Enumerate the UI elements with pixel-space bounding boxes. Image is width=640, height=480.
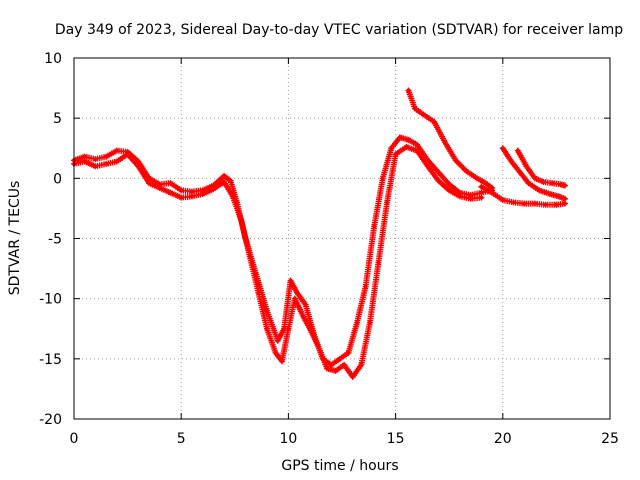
series-trace-e	[499, 145, 568, 202]
series-trace-f	[514, 147, 568, 189]
x-tick-label: 5	[177, 431, 186, 447]
x-tick-label: 0	[70, 431, 79, 447]
x-tick-label: 25	[601, 431, 619, 447]
series-trace-b	[71, 144, 485, 380]
y-tick-label: -10	[39, 292, 62, 308]
data-point-marker	[561, 182, 568, 189]
series-trace-c	[405, 87, 496, 191]
series-trace-d	[478, 183, 568, 208]
data-layer	[71, 87, 568, 380]
chart-title: Day 349 of 2023, Sidereal Day-to-day VTE…	[55, 22, 623, 38]
y-tick-label: -20	[39, 412, 62, 428]
axis-ticks: 0 5 10 15 20 25 -20 -15 -10 -5 0 5 10	[39, 51, 619, 447]
x-tick-label: 20	[494, 431, 512, 447]
y-axis-label: SDTVAR / TECUs	[7, 181, 23, 296]
data-point-marker	[478, 194, 485, 201]
x-tick-label: 15	[387, 431, 405, 447]
y-tick-label: -5	[48, 232, 62, 248]
y-tick-label: 10	[44, 51, 62, 67]
y-tick-label: 0	[53, 171, 62, 187]
y-tick-label: 5	[53, 111, 62, 127]
x-axis-label: GPS time / hours	[281, 458, 398, 474]
x-tick-label: 10	[279, 431, 297, 447]
y-tick-label: -15	[39, 352, 62, 368]
data-point-marker	[561, 195, 568, 202]
